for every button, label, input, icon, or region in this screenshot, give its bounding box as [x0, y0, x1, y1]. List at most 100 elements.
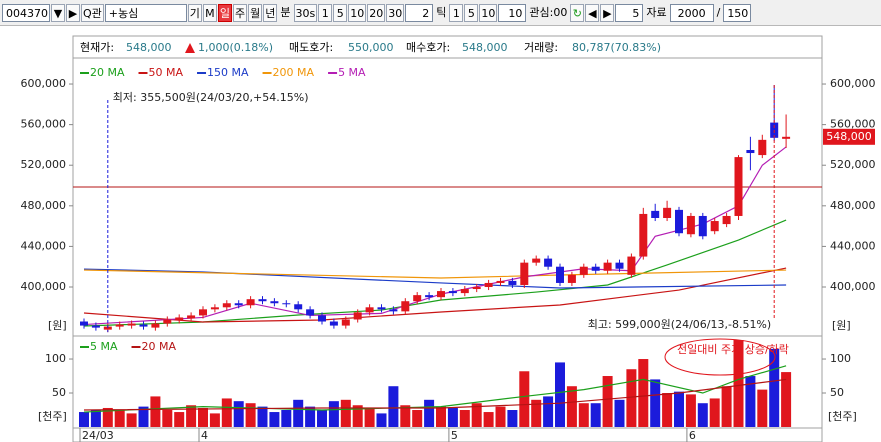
- toolbar-button[interactable]: 년: [263, 3, 278, 22]
- candle-body: [460, 289, 469, 294]
- candle-body: [472, 287, 481, 290]
- unit-label: [천주]: [38, 409, 67, 423]
- candle-body: [139, 324, 148, 327]
- y-tick-label-right: 520,000: [830, 158, 876, 171]
- candle-body: [210, 307, 219, 310]
- volume-bar: [388, 386, 399, 427]
- volume-bar: [674, 391, 684, 427]
- volume-bar: [412, 410, 423, 427]
- candle-body: [758, 139, 767, 156]
- toolbar-icon[interactable]: ↻: [570, 3, 585, 22]
- candle-body: [282, 303, 291, 305]
- volume-bar: [459, 410, 470, 427]
- volume-bar: [543, 396, 554, 427]
- toolbar-button[interactable]: 10: [348, 3, 367, 22]
- toolbar-button[interactable]: 주: [233, 3, 248, 22]
- last-price-box: [823, 128, 875, 145]
- y-tick-label: 520,000: [21, 158, 67, 171]
- candle-body: [675, 209, 683, 234]
- candle-body: [603, 262, 612, 271]
- annotation-ring: [664, 338, 776, 376]
- candle-body: [389, 309, 398, 312]
- candle-body: [627, 256, 636, 275]
- toolbar-select[interactable]: 2000: [669, 3, 714, 22]
- moving-average: [83, 268, 787, 289]
- last-price-label: 548,000: [826, 130, 872, 143]
- up-arrow: [185, 43, 195, 53]
- volume-bar: [531, 399, 542, 427]
- candle-body: [199, 309, 207, 316]
- bid: 548,000: [462, 41, 508, 54]
- candle-body: [437, 291, 445, 298]
- toolbar-input[interactable]: 004370: [2, 3, 50, 22]
- toolbar-button[interactable]: 5: [464, 3, 479, 22]
- legend-label: 50 MA: [149, 66, 184, 79]
- price: 548,000: [126, 41, 172, 54]
- candle-body: [448, 291, 457, 294]
- legend-label: 20 MA: [142, 340, 177, 353]
- toolbar-button[interactable]: 5: [333, 3, 348, 22]
- volume-bar: [483, 412, 494, 427]
- y-tick-label-right: 560,000: [830, 118, 876, 131]
- candle-body: [746, 149, 755, 154]
- toolbar-button[interactable]: 30s: [293, 3, 318, 22]
- candle-body: [722, 215, 731, 225]
- toolbar-label: /: [716, 5, 721, 19]
- x-tick-label: 6: [689, 429, 696, 442]
- toolbar-button[interactable]: 30: [386, 3, 405, 22]
- volume-bar: [436, 406, 446, 427]
- toolbar-label: 분: [280, 5, 291, 19]
- toolbar-selected[interactable]: 일: [217, 3, 233, 22]
- candle-body: [686, 215, 695, 235]
- volume-bar: [471, 403, 482, 427]
- candle-body: [91, 325, 100, 328]
- volume-bar: [209, 413, 220, 427]
- toolbar-num-input[interactable]: 2: [405, 3, 434, 22]
- candle-body: [234, 303, 243, 306]
- toolbar-button[interactable]: ▶: [66, 3, 80, 22]
- candle-body: [163, 319, 172, 324]
- candle-body: [222, 303, 231, 308]
- volume-bar: [102, 407, 113, 427]
- candle-body: [318, 315, 326, 322]
- candle-body: [270, 301, 279, 304]
- candle-body: [591, 266, 600, 271]
- moving-average: [83, 267, 787, 323]
- toolbar-button[interactable]: 1: [318, 3, 333, 22]
- price-label: 현재가:: [80, 41, 114, 54]
- toolbar-num-input[interactable]: 5: [615, 3, 644, 22]
- toolbar-button[interactable]: M: [202, 3, 217, 22]
- candle-body: [294, 304, 303, 310]
- toolbar-button[interactable]: 기: [187, 3, 202, 22]
- toolbar-num-input[interactable]: 150: [723, 3, 752, 22]
- volume-bar: [317, 410, 327, 427]
- toolbar-wide-input[interactable]: +농심: [104, 3, 187, 22]
- chart: 현재가: 548,000 1,000(0.18%) 매도호가: 550,000 …: [0, 26, 881, 442]
- toolbar-button[interactable]: ▼: [51, 3, 65, 22]
- y-tick-label: 100: [45, 352, 66, 365]
- candle-body: [615, 262, 624, 269]
- volume-bar: [138, 406, 149, 427]
- volume-bar: [721, 386, 732, 427]
- toolbar-button[interactable]: 월: [248, 3, 263, 22]
- volume-bar: [233, 401, 244, 427]
- toolbar-button[interactable]: 20: [367, 3, 386, 22]
- toolbar-button[interactable]: 1: [449, 3, 464, 22]
- candle-body: [734, 157, 743, 216]
- y-tick-label-right: 50: [830, 386, 844, 399]
- toolbar-button[interactable]: 10: [479, 3, 498, 22]
- toolbar-num-input[interactable]: 10: [498, 3, 527, 22]
- toolbar-button[interactable]: Q관: [81, 3, 104, 22]
- toolbar-button[interactable]: ◀: [585, 3, 600, 22]
- y-tick-label: 400,000: [21, 280, 67, 293]
- volume-bar: [781, 372, 792, 427]
- volume-bar: [293, 399, 304, 427]
- volume-bar: [650, 379, 661, 427]
- volume-bar: [447, 407, 458, 427]
- volume-label: 거래량:: [524, 41, 558, 54]
- toolbar-button[interactable]: ▶: [600, 3, 615, 22]
- x-tick-label: 24/03: [82, 429, 114, 442]
- volume-bar: [257, 406, 268, 427]
- volume-bar: [626, 369, 637, 427]
